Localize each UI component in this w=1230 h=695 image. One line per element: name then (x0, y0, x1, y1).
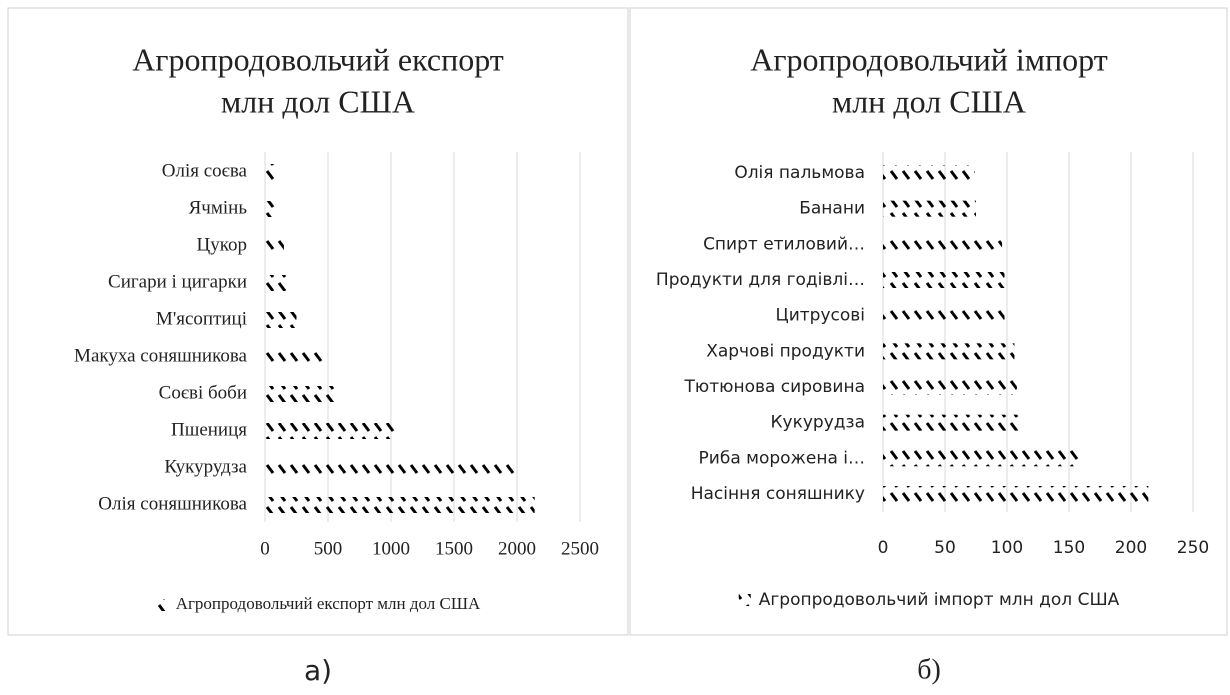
y-tick-label: Продукти для годівлі… (656, 270, 865, 290)
chart-title: Агропродовольчий експорт (132, 41, 504, 77)
bar (265, 275, 287, 291)
bar (883, 165, 975, 181)
y-tick-label: Риба морожена і… (699, 448, 865, 468)
bar (265, 497, 535, 513)
y-tick-label: Харчові продукти (706, 341, 865, 361)
y-tick-label: Цукор (197, 234, 248, 255)
x-tick-label: 0 (878, 538, 889, 558)
y-tick-label: Цитрусові (776, 306, 866, 326)
bar (265, 423, 398, 439)
x-tick-label: 0 (260, 538, 270, 559)
x-tick-label: 100 (991, 538, 1023, 558)
y-tick-label: Олія соняшникова (98, 493, 247, 514)
bar (883, 486, 1149, 502)
y-tick-label: Кукурудза (164, 456, 247, 477)
y-tick-label: Соєві боби (159, 382, 247, 403)
legend-label: Агропродовольчий імпорт млн дол США (759, 590, 1120, 610)
y-tick-label: Сигари і цигарки (108, 271, 247, 292)
panel-border (629, 7, 1228, 636)
x-tick-label: 2000 (498, 538, 536, 559)
panel-border (7, 7, 629, 636)
chart-title: Агропродовольчий імпорт (750, 41, 1108, 77)
y-tick-label: Пшениця (171, 419, 247, 440)
caption: а) (304, 654, 332, 687)
bar (265, 312, 297, 328)
bar (265, 349, 323, 365)
bar (265, 460, 516, 476)
x-tick-label: 50 (934, 538, 956, 558)
legend-label: Агропродовольчий експорт млн дол США (176, 594, 481, 613)
bar (265, 386, 336, 402)
y-tick-label: Спирт етиловий… (703, 234, 865, 254)
y-tick-label: Ячмінь (189, 197, 248, 218)
x-tick-label: 1000 (372, 538, 410, 559)
chart-title: млн дол США (832, 83, 1026, 119)
bar (883, 307, 1005, 324)
bar (265, 164, 276, 180)
bar (883, 450, 1081, 467)
bar (883, 379, 1017, 395)
y-tick-label: Банани (799, 199, 865, 219)
bar (883, 200, 976, 217)
y-tick-label: Тютюнова сировина (684, 377, 865, 397)
y-tick-label: М'ясоптиці (156, 308, 247, 329)
bar (883, 236, 1003, 253)
y-tick-label: Олія соєва (162, 160, 248, 181)
y-tick-label: Насіння соняшнику (691, 484, 865, 504)
x-tick-label: 200 (1115, 538, 1147, 558)
legend-swatch (738, 594, 751, 606)
legend-swatch (155, 599, 168, 611)
x-tick-label: 1500 (435, 538, 473, 559)
y-tick-label: Олія пальмова (734, 163, 865, 183)
x-tick-label: 2500 (561, 538, 599, 559)
y-tick-label: Кукурудза (770, 413, 865, 433)
bar (265, 238, 284, 254)
bar (883, 272, 1005, 288)
bar (883, 343, 1015, 360)
chart-title: млн дол США (221, 83, 415, 119)
x-tick-label: 250 (1177, 538, 1209, 558)
y-tick-label: Макуха соняшникова (74, 345, 248, 366)
caption: б) (917, 654, 941, 685)
x-tick-label: 150 (1053, 538, 1085, 558)
bar (265, 201, 277, 217)
bar (883, 414, 1019, 431)
x-tick-label: 500 (314, 538, 343, 559)
